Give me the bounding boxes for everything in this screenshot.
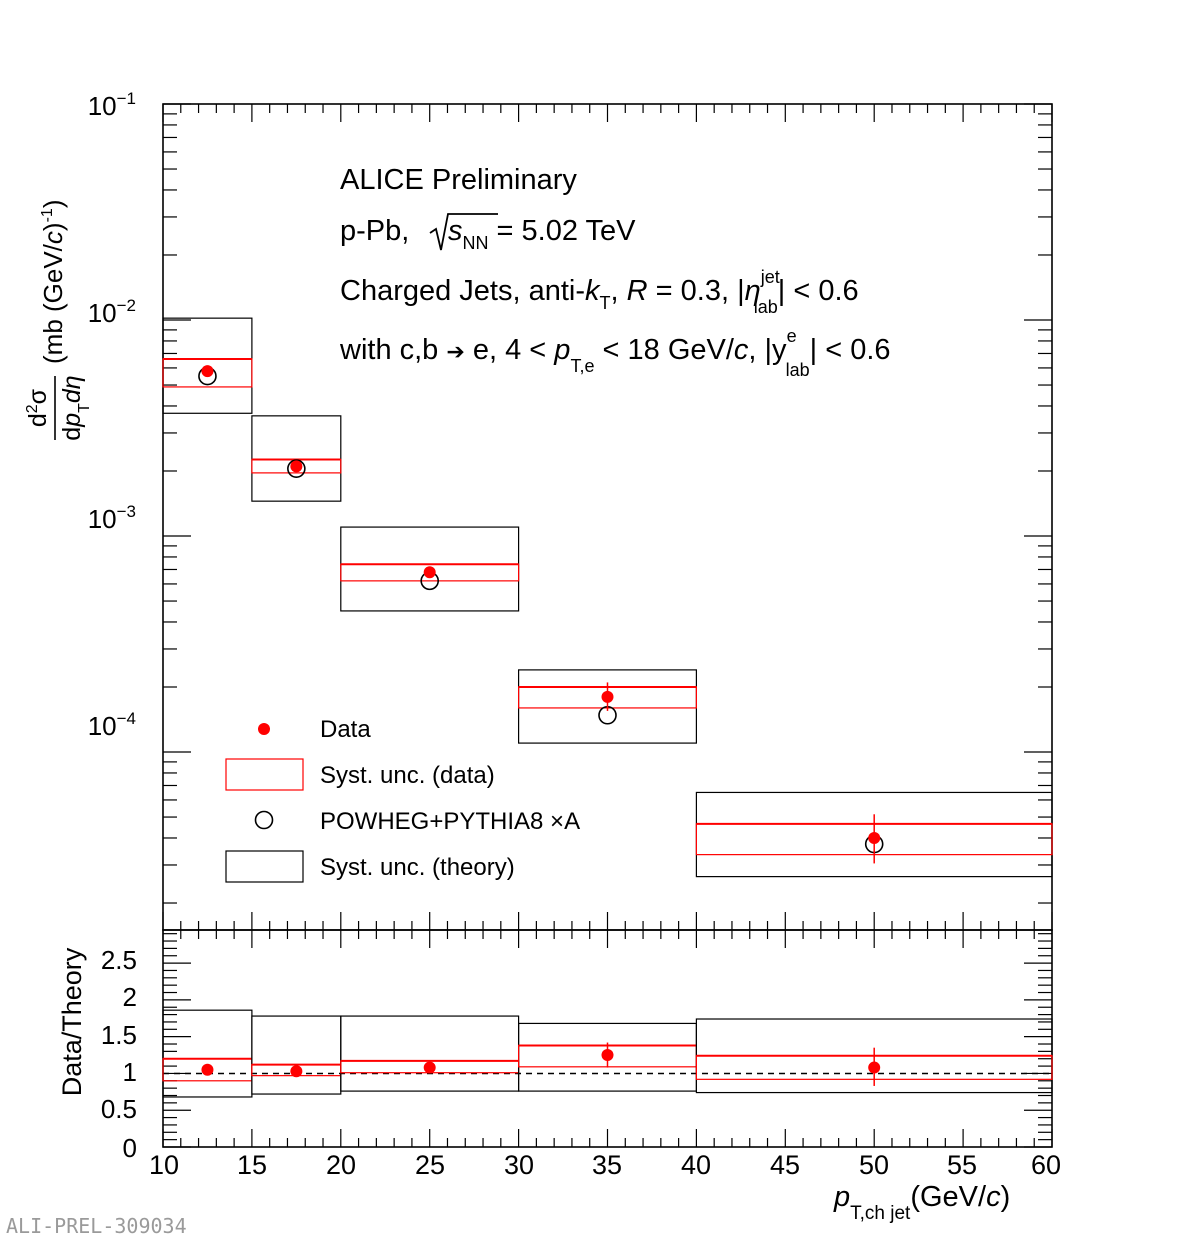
ratio-point (290, 1065, 303, 1078)
ratio-point (868, 1061, 881, 1074)
x-tick-label: 55 (947, 1150, 977, 1180)
legend: Data Syst. unc. (data) POWHEG+PYTHIA8 ×A… (225, 716, 580, 883)
y-title-denominator: dpTdη (58, 375, 93, 440)
ratio-tick-label: 0.5 (101, 1094, 137, 1124)
data-marks (162, 317, 1053, 1098)
ratio-point (201, 1063, 214, 1076)
x-tick-label: 60 (1031, 1150, 1061, 1180)
ratio-tick-label: 1 (123, 1057, 137, 1087)
ratio-tick-label: 2.5 (101, 945, 137, 975)
ratio-panel-frame (162, 929, 1053, 1148)
x-tick-label: 50 (859, 1150, 889, 1180)
x-tick-label: 25 (415, 1150, 445, 1180)
ratio-tick-label: 2 (123, 982, 137, 1012)
annotation-electrons: with c,b ➔ e, 4 < pT,e < 18 GeV/c, |ye la… (339, 326, 891, 380)
y-title-numerator: d2σ (24, 388, 52, 427)
ratio-tick-label: 1.5 (101, 1020, 137, 1050)
ratio-tick-label: 0 (123, 1133, 137, 1163)
x-tick-label: 35 (592, 1150, 622, 1180)
y-title-units: (mb (GeV/c)-1) (38, 200, 68, 365)
data-point (423, 566, 436, 579)
data-point (868, 831, 881, 844)
legend-theory-label: POWHEG+PYTHIA8 ×A (320, 808, 580, 835)
x-tick-label: 45 (770, 1150, 800, 1180)
ratio-point (423, 1061, 436, 1074)
legend-syst-data-box (225, 758, 304, 791)
legend-syst-data-label: Syst. unc. (data) (320, 762, 495, 789)
data-point (201, 365, 214, 378)
theory-point (287, 459, 306, 478)
y-tick-label-1e-4: 10−4 (88, 709, 136, 741)
ratio-point (601, 1049, 614, 1062)
x-tick-label: 10 (149, 1150, 179, 1180)
legend-syst-theory-box (225, 850, 304, 883)
x-tick-labels: 10 15 20 25 30 35 40 45 50 55 60 (149, 1150, 1061, 1180)
data-point (290, 460, 303, 473)
y-tick-labels-top: 10−1 10−2 10−3 10−4 (88, 89, 136, 741)
y-tick-labels-ratio: 0 0.5 1 1.5 2 2.5 (101, 945, 137, 1163)
annotation-collision: p-Pb, sNN = 5.02 TeV (340, 213, 636, 253)
y-axis-title-ratio: Data/Theory (57, 947, 87, 1096)
y-axis-title-top: d2σ dpTdη (mb (GeV/c)-1) (24, 200, 93, 441)
data-point (601, 690, 614, 703)
svg-text:sNN = 5.02 TeV: sNN = 5.02 TeV (448, 215, 636, 253)
svg-text:p-Pb,: p-Pb, (340, 215, 409, 247)
legend-theory-marker (254, 810, 274, 830)
annotation-block: ALICE Preliminary p-Pb, sNN = 5.02 TeV C… (339, 164, 891, 380)
ratio-theory-syst-box (162, 1009, 253, 1098)
y-tick-label-1e-2: 10−2 (88, 296, 136, 328)
axis-ticks (162, 103, 1053, 1148)
sqrt-sign (429, 213, 498, 251)
y-tick-label-1e-3: 10−3 (88, 502, 136, 534)
ratio-theory-syst-box (251, 1015, 342, 1095)
y-tick-label-1e-1: 10−1 (88, 89, 136, 121)
x-axis-title: pT,ch jet(GeV/c) (833, 1181, 1010, 1224)
annotation-jets: Charged Jets, anti-kT, R = 0.3, |ηjet lab… (340, 267, 859, 317)
x-tick-label: 20 (326, 1150, 356, 1180)
plot-frames (162, 103, 1053, 1148)
watermark: ALI-PREL-309034 (6, 1214, 187, 1238)
x-tick-label: 40 (681, 1150, 711, 1180)
x-tick-label: 15 (237, 1150, 267, 1180)
annotation-alice: ALICE Preliminary (340, 164, 577, 196)
legend-syst-theory-label: Syst. unc. (theory) (320, 854, 515, 881)
legend-data-label: Data (320, 716, 371, 743)
ratio-theory-syst-box (340, 1015, 520, 1092)
theory-syst-box (251, 415, 342, 502)
x-tick-label: 30 (504, 1150, 534, 1180)
legend-data-marker (258, 723, 270, 735)
